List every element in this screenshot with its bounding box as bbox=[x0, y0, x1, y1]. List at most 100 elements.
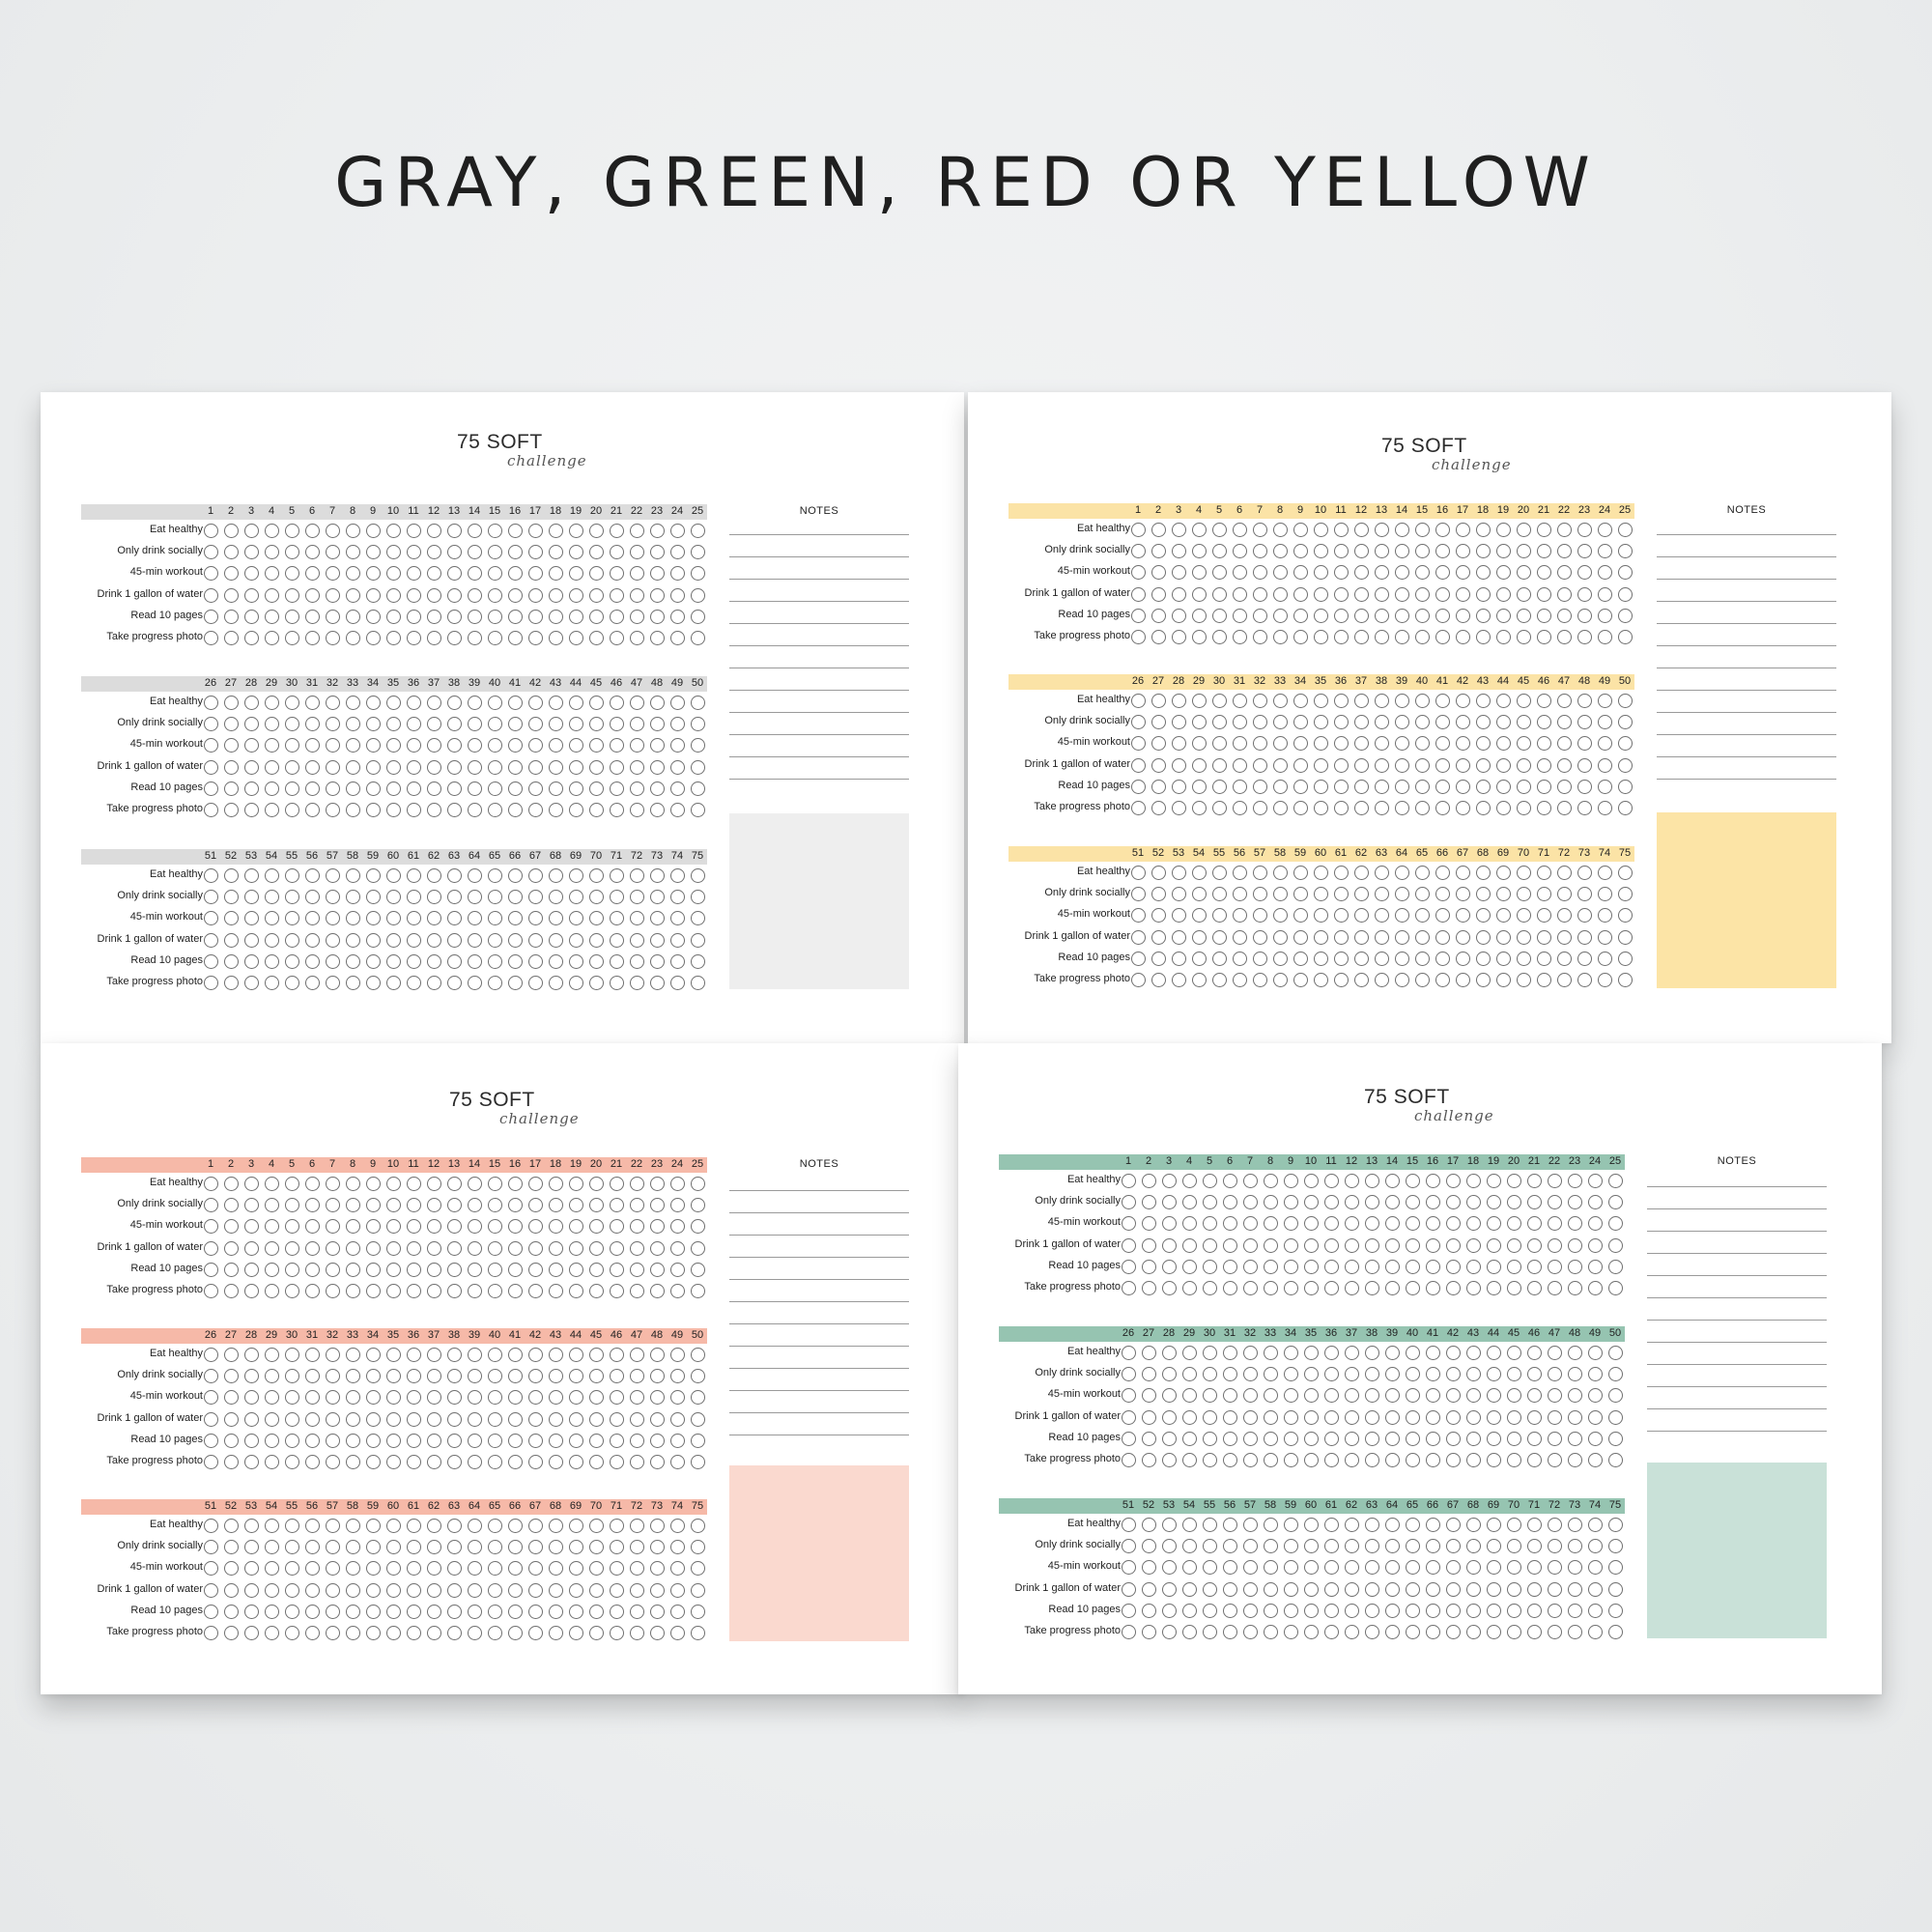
habit-checkbox[interactable] bbox=[325, 1240, 340, 1256]
habit-checkbox[interactable] bbox=[467, 738, 482, 753]
habit-checkbox[interactable] bbox=[284, 759, 299, 775]
habit-checkbox[interactable] bbox=[1263, 1581, 1278, 1597]
habit-checkbox[interactable] bbox=[264, 566, 279, 582]
habit-checkbox[interactable] bbox=[1151, 715, 1166, 730]
habit-checkbox[interactable] bbox=[203, 1433, 218, 1448]
habit-checkbox[interactable] bbox=[669, 1625, 685, 1640]
habit-checkbox[interactable] bbox=[243, 1348, 259, 1362]
habit-checkbox[interactable] bbox=[568, 717, 583, 732]
habit-checkbox[interactable] bbox=[264, 1625, 279, 1640]
habit-checkbox[interactable] bbox=[669, 738, 685, 753]
habit-checkbox[interactable] bbox=[1272, 694, 1288, 708]
habit-checkbox[interactable] bbox=[223, 1582, 239, 1598]
habit-checkbox[interactable] bbox=[548, 1240, 563, 1256]
habit-checkbox[interactable] bbox=[1272, 629, 1288, 644]
habit-checkbox[interactable] bbox=[1405, 1581, 1420, 1597]
habit-checkbox[interactable] bbox=[1617, 800, 1633, 815]
habit-checkbox[interactable] bbox=[223, 1390, 239, 1406]
habit-checkbox[interactable] bbox=[1405, 1367, 1420, 1382]
habit-checkbox[interactable] bbox=[609, 1198, 624, 1213]
habit-checkbox[interactable] bbox=[304, 1219, 320, 1235]
habit-checkbox[interactable] bbox=[588, 630, 604, 645]
habit-checkbox[interactable] bbox=[426, 566, 441, 582]
habit-checkbox[interactable] bbox=[1161, 1174, 1177, 1188]
habit-checkbox[interactable] bbox=[446, 566, 462, 582]
habit-checkbox[interactable] bbox=[1506, 1603, 1521, 1618]
habit-checkbox[interactable] bbox=[446, 781, 462, 796]
habit-checkbox[interactable] bbox=[609, 1433, 624, 1448]
habit-checkbox[interactable] bbox=[487, 975, 502, 990]
habit-checkbox[interactable] bbox=[345, 566, 360, 582]
habit-checkbox[interactable] bbox=[1384, 1346, 1400, 1360]
habit-checkbox[interactable] bbox=[1252, 866, 1267, 880]
habit-checkbox[interactable] bbox=[1130, 565, 1146, 581]
habit-checkbox[interactable] bbox=[426, 717, 441, 732]
notes-line[interactable] bbox=[1657, 645, 1836, 646]
habit-checkbox[interactable] bbox=[1486, 1452, 1501, 1467]
habit-checkbox[interactable] bbox=[1303, 1624, 1319, 1639]
habit-checkbox[interactable] bbox=[1455, 608, 1470, 623]
habit-checkbox[interactable] bbox=[1577, 800, 1592, 815]
habit-checkbox[interactable] bbox=[1252, 779, 1267, 794]
habit-checkbox[interactable] bbox=[669, 975, 685, 990]
habit-checkbox[interactable] bbox=[609, 975, 624, 990]
habit-checkbox[interactable] bbox=[1242, 1280, 1258, 1295]
habit-checkbox[interactable] bbox=[1607, 1539, 1623, 1554]
habit-checkbox[interactable] bbox=[649, 1582, 665, 1598]
habit-checkbox[interactable] bbox=[1130, 694, 1146, 708]
habit-checkbox[interactable] bbox=[629, 1561, 644, 1577]
habit-checkbox[interactable] bbox=[1364, 1367, 1379, 1382]
habit-checkbox[interactable] bbox=[548, 1177, 563, 1191]
habit-checkbox[interactable] bbox=[609, 1390, 624, 1406]
habit-checkbox[interactable] bbox=[264, 911, 279, 926]
habit-checkbox[interactable] bbox=[1587, 1367, 1603, 1382]
habit-checkbox[interactable] bbox=[345, 932, 360, 948]
habit-checkbox[interactable] bbox=[1486, 1624, 1501, 1639]
habit-checkbox[interactable] bbox=[527, 1240, 543, 1256]
habit-checkbox[interactable] bbox=[1283, 1409, 1298, 1425]
habit-checkbox[interactable] bbox=[1171, 929, 1186, 945]
habit-checkbox[interactable] bbox=[223, 975, 239, 990]
habit-checkbox[interactable] bbox=[1374, 694, 1389, 708]
habit-checkbox[interactable] bbox=[365, 802, 381, 817]
habit-checkbox[interactable] bbox=[1374, 757, 1389, 773]
habit-checkbox[interactable] bbox=[1465, 1367, 1481, 1382]
habit-checkbox[interactable] bbox=[1435, 544, 1450, 559]
habit-checkbox[interactable] bbox=[325, 696, 340, 710]
habit-checkbox[interactable] bbox=[1211, 972, 1227, 987]
habit-checkbox[interactable] bbox=[284, 1411, 299, 1427]
habit-checkbox[interactable] bbox=[548, 1561, 563, 1577]
habit-checkbox[interactable] bbox=[345, 717, 360, 732]
habit-checkbox[interactable] bbox=[1323, 1581, 1339, 1597]
habit-checkbox[interactable] bbox=[507, 545, 523, 560]
habit-checkbox[interactable] bbox=[1414, 629, 1430, 644]
habit-checkbox[interactable] bbox=[1232, 908, 1247, 923]
habit-checkbox[interactable] bbox=[1567, 1367, 1582, 1382]
habit-checkbox[interactable] bbox=[1495, 608, 1511, 623]
habit-checkbox[interactable] bbox=[1405, 1539, 1420, 1554]
habit-checkbox[interactable] bbox=[203, 630, 218, 645]
habit-checkbox[interactable] bbox=[243, 1390, 259, 1406]
habit-checkbox[interactable] bbox=[385, 1625, 401, 1640]
habit-checkbox[interactable] bbox=[446, 1219, 462, 1235]
habit-checkbox[interactable] bbox=[1323, 1174, 1339, 1188]
habit-checkbox[interactable] bbox=[1526, 1431, 1542, 1446]
habit-checkbox[interactable] bbox=[629, 609, 644, 624]
habit-checkbox[interactable] bbox=[1293, 800, 1308, 815]
notes-line[interactable] bbox=[1657, 601, 1836, 602]
habit-checkbox[interactable] bbox=[1272, 779, 1288, 794]
habit-checkbox[interactable] bbox=[1567, 1346, 1582, 1360]
habit-checkbox[interactable] bbox=[284, 566, 299, 582]
habit-checkbox[interactable] bbox=[243, 1625, 259, 1640]
habit-checkbox[interactable] bbox=[426, 1540, 441, 1555]
habit-checkbox[interactable] bbox=[1364, 1539, 1379, 1554]
habit-checkbox[interactable] bbox=[1526, 1539, 1542, 1554]
habit-checkbox[interactable] bbox=[1283, 1237, 1298, 1253]
habit-checkbox[interactable] bbox=[264, 696, 279, 710]
habit-checkbox[interactable] bbox=[1242, 1388, 1258, 1404]
habit-checkbox[interactable] bbox=[1405, 1195, 1420, 1210]
habit-checkbox[interactable] bbox=[1171, 887, 1186, 902]
habit-checkbox[interactable] bbox=[325, 953, 340, 969]
habit-checkbox[interactable] bbox=[1607, 1603, 1623, 1618]
habit-checkbox[interactable] bbox=[243, 890, 259, 905]
